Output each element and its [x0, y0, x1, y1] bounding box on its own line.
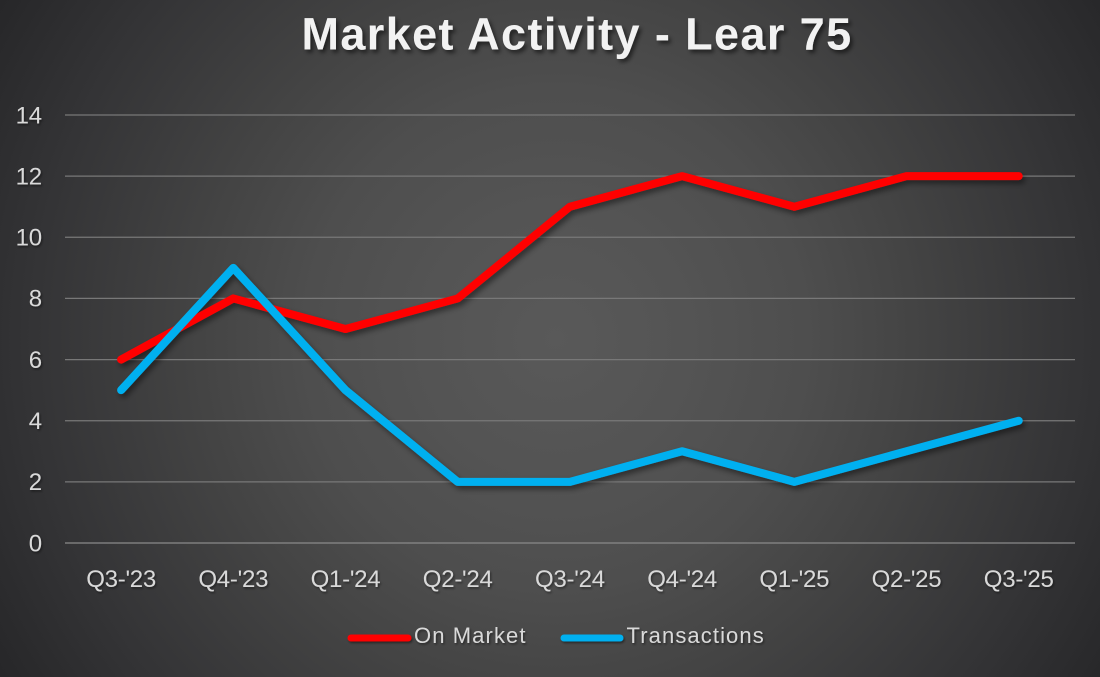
svg-text:Q4-'23: Q4-'23: [198, 566, 268, 593]
svg-text:6: 6: [29, 347, 42, 374]
svg-text:Q2-'24: Q2-'24: [423, 566, 493, 593]
svg-text:Q3-'25: Q3-'25: [984, 566, 1054, 593]
svg-text:Q1-'24: Q1-'24: [311, 566, 381, 593]
svg-text:Market Activity - Lear 75: Market Activity - Lear 75: [301, 9, 852, 60]
svg-text:14: 14: [16, 102, 42, 129]
svg-text:10: 10: [16, 225, 42, 252]
svg-text:12: 12: [16, 163, 42, 190]
svg-text:On Market: On Market: [414, 623, 527, 648]
svg-text:2: 2: [29, 469, 42, 496]
svg-text:8: 8: [29, 286, 42, 313]
svg-text:0: 0: [29, 530, 42, 557]
svg-text:Q3-'24: Q3-'24: [535, 566, 605, 593]
svg-text:Q3-'23: Q3-'23: [86, 566, 156, 593]
svg-text:4: 4: [29, 408, 42, 435]
svg-text:Q4-'24: Q4-'24: [647, 566, 717, 593]
svg-text:Q2-'25: Q2-'25: [872, 566, 942, 593]
svg-text:Transactions: Transactions: [627, 623, 765, 648]
svg-text:Q1-'25: Q1-'25: [759, 566, 829, 593]
